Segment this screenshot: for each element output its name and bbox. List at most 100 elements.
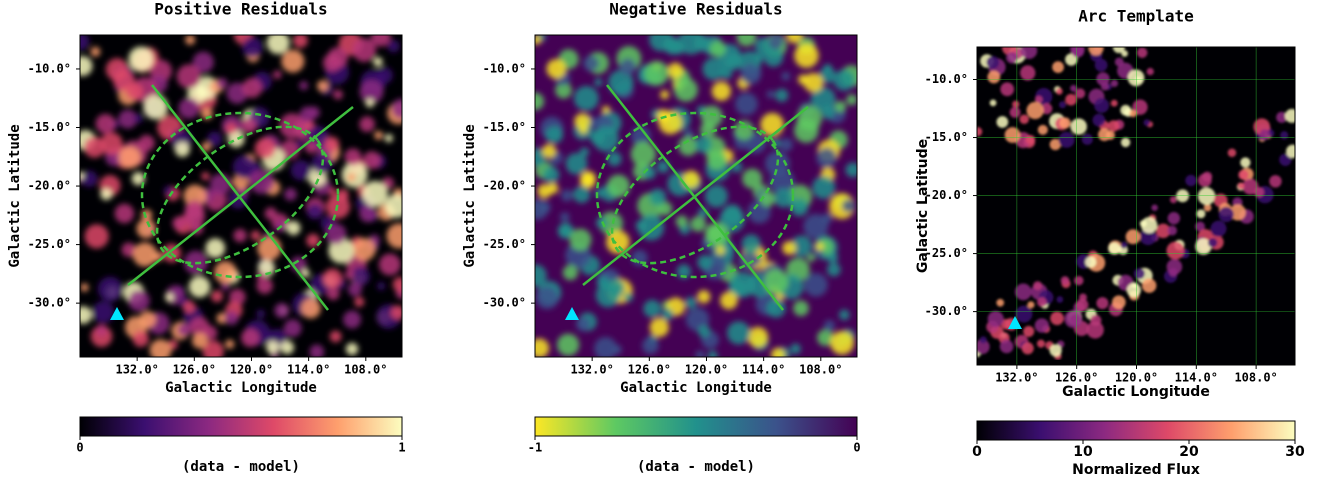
image-blob xyxy=(607,279,625,297)
colorbar-tick-label: 10 xyxy=(1073,444,1093,460)
image-blob xyxy=(535,35,542,45)
y-tick-label: -15.0° xyxy=(483,120,526,134)
x-tick-label: 114.0° xyxy=(742,363,785,377)
image-blob xyxy=(176,64,201,89)
image-blob xyxy=(210,290,224,303)
image-blob xyxy=(770,347,785,357)
image-blob xyxy=(638,214,665,241)
image-blob xyxy=(565,152,588,175)
image-texture xyxy=(80,35,402,357)
image-blob xyxy=(1055,87,1063,95)
x-tick-label: 132.0° xyxy=(995,371,1038,385)
image-blob xyxy=(240,117,257,134)
image-blob xyxy=(293,35,308,48)
image-blob xyxy=(821,213,833,224)
image-blob xyxy=(775,88,789,102)
y-tick-label: -20.0° xyxy=(28,179,71,193)
image-blob xyxy=(821,105,836,120)
colorbar-label: (data - model) xyxy=(637,459,755,475)
image-blob xyxy=(1012,100,1020,108)
image-blob xyxy=(1136,47,1148,58)
image-blob xyxy=(347,282,362,297)
image xyxy=(80,35,402,357)
image-blob xyxy=(715,245,725,255)
chart-title: Positive Residuals xyxy=(154,0,327,19)
image-blob xyxy=(803,72,824,93)
image xyxy=(977,47,1295,365)
image-blob xyxy=(594,78,603,87)
image-blob xyxy=(143,94,169,120)
x-tick-label: 126.0° xyxy=(173,363,216,377)
image-blob xyxy=(580,171,596,187)
chart-title: Negative Residuals xyxy=(609,0,782,19)
image-blob xyxy=(711,81,731,101)
axis-line xyxy=(127,106,354,286)
x-tick-label: 126.0° xyxy=(628,363,671,377)
image-blob xyxy=(1014,283,1032,301)
image-blob xyxy=(283,319,302,338)
image-blob xyxy=(225,339,235,349)
image-blob xyxy=(1020,65,1036,81)
image-blob xyxy=(1141,278,1157,293)
image-blob xyxy=(1112,47,1125,54)
image-blob xyxy=(535,286,559,310)
y-tick-label: -30.0° xyxy=(483,296,526,310)
image-blob xyxy=(392,276,402,292)
image-blob xyxy=(790,343,801,355)
image-blob xyxy=(846,94,857,106)
image-blob xyxy=(545,126,564,144)
image-blob xyxy=(1276,111,1288,123)
image-blob xyxy=(224,310,239,326)
y-tick-label: -20.0° xyxy=(483,179,526,193)
image-blob xyxy=(682,170,700,189)
image-blob xyxy=(1120,137,1131,148)
image-blob xyxy=(1143,119,1151,126)
image-blob xyxy=(1027,301,1035,309)
image-blob xyxy=(216,312,228,324)
image-blob xyxy=(113,69,135,92)
image-blob xyxy=(1120,241,1128,249)
image-blob xyxy=(558,225,572,239)
image-blob xyxy=(786,35,803,44)
axis-line xyxy=(582,106,809,286)
frame xyxy=(534,34,858,358)
image-blob xyxy=(299,106,316,123)
y-axis-label: Galactic Latitude xyxy=(7,124,23,267)
image-blob xyxy=(374,130,384,140)
image-blob xyxy=(306,233,320,248)
image-blob xyxy=(214,261,237,284)
image-blob xyxy=(999,339,1014,354)
frame xyxy=(79,34,403,358)
image-blob xyxy=(373,56,383,67)
image-blob xyxy=(816,147,837,168)
image-blob xyxy=(643,299,662,318)
image-blob xyxy=(1141,217,1158,234)
image-blob xyxy=(220,281,231,291)
image-blob xyxy=(324,136,340,152)
image-blob xyxy=(763,47,784,67)
image-blob xyxy=(371,35,391,47)
image-blob xyxy=(979,336,987,344)
image-blob xyxy=(987,70,1001,84)
image-blob xyxy=(1280,131,1289,140)
image-blob xyxy=(812,175,836,200)
image-blob xyxy=(1203,203,1212,212)
image-blob xyxy=(201,172,210,181)
image-blob xyxy=(793,300,809,317)
image-blob xyxy=(1229,204,1246,221)
source-marker xyxy=(1008,316,1022,329)
image-blob xyxy=(596,276,610,289)
image-blob xyxy=(810,86,836,112)
image-blob xyxy=(225,122,237,135)
image-blob xyxy=(284,187,297,201)
colorbar-tick-label: 20 xyxy=(1179,444,1199,460)
x-tick-label: 108.0° xyxy=(344,363,387,377)
image-blob xyxy=(1096,72,1110,86)
image-blob xyxy=(149,339,172,357)
image-blob xyxy=(266,340,280,354)
image-blob xyxy=(290,160,312,181)
y-axis-label: Galactic Latitude xyxy=(915,139,931,273)
image-blob xyxy=(660,90,670,100)
image-blob xyxy=(118,109,138,129)
image-blob xyxy=(344,148,362,166)
